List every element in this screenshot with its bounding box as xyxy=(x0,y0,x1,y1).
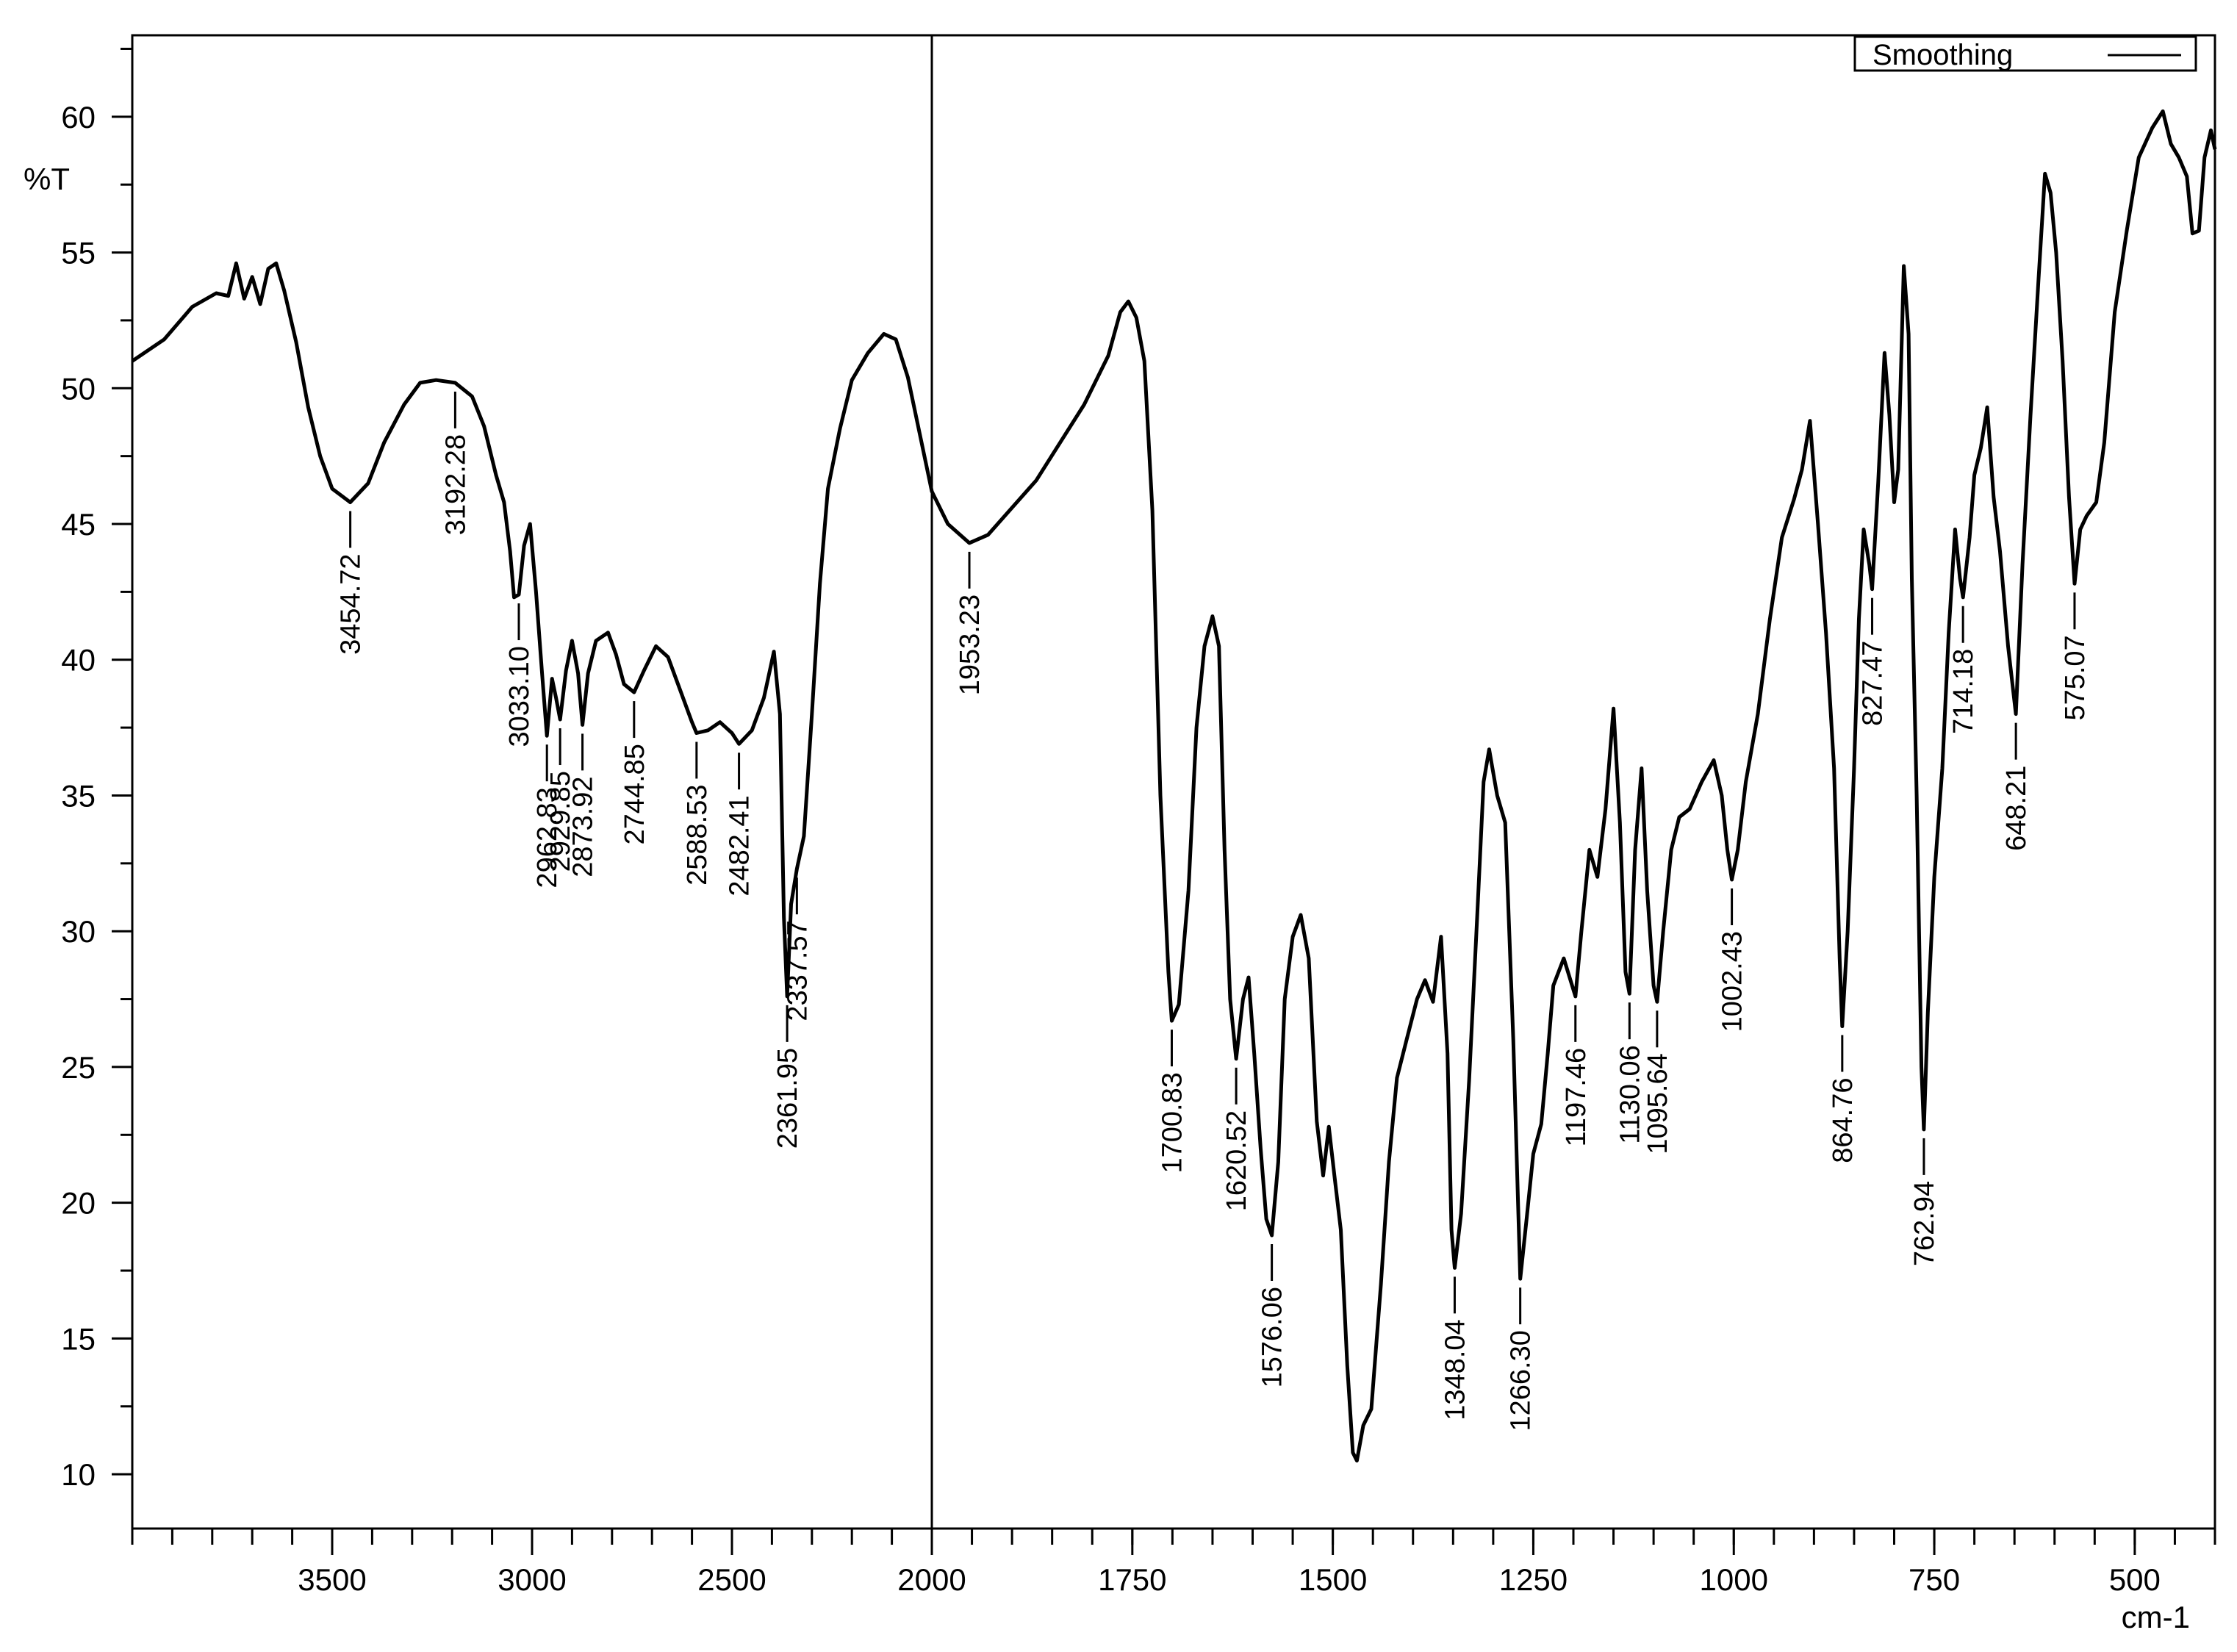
peak-label: 864.76 xyxy=(1828,1078,1859,1163)
y-tick-label: 60 xyxy=(61,100,96,134)
x-tick-label: 3500 xyxy=(298,1562,366,1597)
y-tick-label: 10 xyxy=(61,1457,96,1492)
peak-labels-layer: 3454.72 3192.28 3033.10 2962.832929.852873.… xyxy=(336,391,2091,1431)
peak-label: 2337.57 xyxy=(782,920,813,1021)
peak-label: 1576.06 xyxy=(1257,1287,1288,1387)
peak-label: 827.47 xyxy=(1858,641,1889,726)
y-tick-label: 45 xyxy=(61,507,96,542)
peak-label: 2482.41 xyxy=(725,795,755,896)
peak-label: 1130.06 xyxy=(1615,1045,1645,1144)
x-axis-label: cm-1 xyxy=(2122,1600,2190,1634)
peak-label: 762.94 xyxy=(1909,1181,1940,1266)
x-tick-label: 3000 xyxy=(498,1562,566,1597)
x-tick-label: 1500 xyxy=(1299,1562,1367,1597)
peak-label: 648.21 xyxy=(2001,766,2032,851)
peak-label: 2361.95 xyxy=(772,1048,803,1149)
x-tick-label: 1250 xyxy=(1499,1562,1568,1597)
y-tick-label: 40 xyxy=(61,643,96,678)
x-tick-label: 750 xyxy=(1909,1562,1960,1597)
peak-label: 714.18 xyxy=(1948,649,1979,734)
peak-label: 2873.92 xyxy=(568,776,599,877)
x-tick-label: 1000 xyxy=(1700,1562,1768,1597)
peak-label: 575.07 xyxy=(2060,635,2091,720)
peak-label: 2962.83 xyxy=(532,787,563,888)
legend: Smoothing xyxy=(1853,35,2197,72)
legend-box xyxy=(1853,35,2197,72)
peak-label: 1348.04 xyxy=(1440,1319,1471,1420)
y-tick-label: 35 xyxy=(61,778,96,813)
peak-label: 1197.46 xyxy=(1561,1048,1592,1147)
y-tick-label: 30 xyxy=(61,914,96,949)
peak-label: 1620.52 xyxy=(1221,1110,1252,1211)
y-tick-label: 20 xyxy=(61,1186,96,1221)
peak-label: 1266.30 xyxy=(1506,1330,1537,1431)
series-line-smoothing xyxy=(131,109,2217,1463)
y-tick-label: 50 xyxy=(61,371,96,406)
y-tick-label: 25 xyxy=(61,1050,96,1085)
peak-label: 2929.85 xyxy=(545,771,576,872)
x-tick-label: 2000 xyxy=(897,1562,966,1597)
x-tick-label: 2500 xyxy=(697,1562,766,1597)
ticks-layer: 10 15 20 25 30 35 40 45 50 55 60 3500 3000 2500 2000 17… xyxy=(61,35,2216,1597)
peak-label: 3192.28 xyxy=(440,434,471,535)
y-tick-label: 15 xyxy=(61,1321,96,1356)
x-tick-label: 500 xyxy=(2109,1562,2161,1597)
peak-label: 2588.53 xyxy=(682,784,713,885)
peak-label: 1095.64 xyxy=(1642,1053,1673,1154)
peak-label: 2744.85 xyxy=(620,744,650,844)
peak-label: 1700.83 xyxy=(1157,1072,1188,1173)
legend-label: Smoothing xyxy=(1872,39,2013,71)
x-tick-label: 1750 xyxy=(1098,1562,1166,1597)
peak-label: 3454.72 xyxy=(336,553,367,654)
peak-label: 3033.10 xyxy=(504,646,535,747)
peak-label: 1002.43 xyxy=(1717,931,1748,1032)
peak-label: 1953.23 xyxy=(955,595,985,695)
y-tick-label: 55 xyxy=(61,236,96,270)
y-axis-label: %T xyxy=(24,162,70,196)
series-layer xyxy=(131,109,2217,1463)
plot-frame xyxy=(131,34,2216,1530)
